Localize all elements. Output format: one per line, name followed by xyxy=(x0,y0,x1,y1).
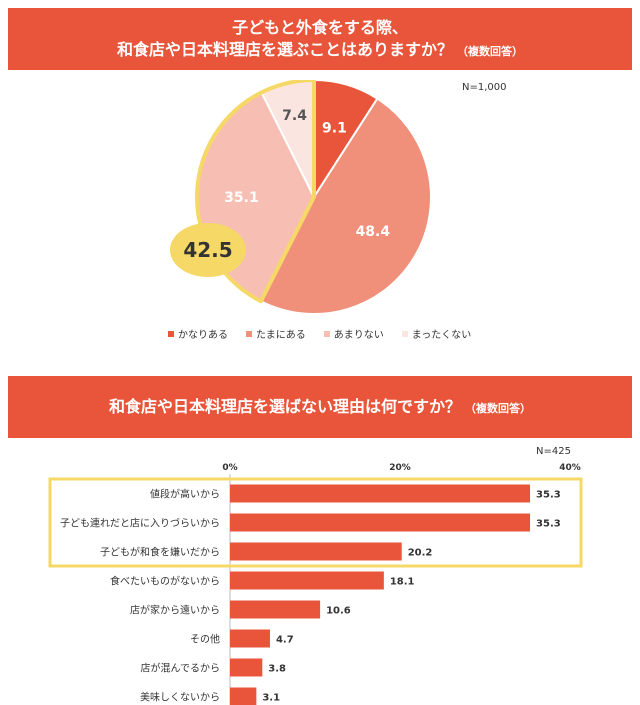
bar-n-label: N=425 xyxy=(536,446,571,457)
pie-title-note: （複数回答） xyxy=(457,45,523,58)
legend-swatch xyxy=(246,330,252,337)
pie-title-line2: 和食店や日本料理店を選ぶことはありますか？ xyxy=(116,40,453,59)
bar-chart: 0% 20% 40% 値段が高いから 35.3 子ども連れだと店に入りづらいから 35.3 子… xyxy=(48,463,583,705)
pie-legend: かなりある たまにある あまりない まったくない xyxy=(168,326,471,341)
bar-category-label: 食べたいものがないから xyxy=(110,575,220,588)
bar-highlight-box xyxy=(48,477,583,568)
legend-label: まったくない xyxy=(411,330,472,341)
pie-title-banner: 子どもと外食をする際、 和食店や日本料理店を選ぶことはありますか？ （複数回答） xyxy=(8,8,632,70)
bar-category-label: 子ども連れだと店に入りづらいから xyxy=(60,517,220,530)
bar-title-banner: 和食店や日本料理店を選ばない理由は何ですか？ （複数回答） xyxy=(8,376,632,438)
bar-title-note: （複数回答） xyxy=(465,402,531,415)
bar xyxy=(230,513,531,532)
bar-title: 和食店や日本料理店を選ばない理由は何ですか？ xyxy=(108,397,461,416)
legend-item: あまりない xyxy=(323,326,384,341)
pie-value-label: 35.1 xyxy=(224,190,259,206)
bar xyxy=(230,571,384,590)
pie-value-label: 7.4 xyxy=(282,108,307,124)
legend-swatch xyxy=(168,330,174,337)
bar-category-label: 店が混んでるから xyxy=(141,662,221,675)
pie-title-line1: 子どもと外食をする際、 xyxy=(232,18,408,37)
bar-value-label: 4.7 xyxy=(276,635,294,646)
legend-swatch xyxy=(401,330,408,337)
bar-value-label: 3.8 xyxy=(268,664,286,675)
x-tick-label: 20% xyxy=(389,463,411,473)
pie-value-label: 9.1 xyxy=(322,120,347,136)
pie-highlight-outline xyxy=(195,80,316,304)
highlight-bubble xyxy=(170,223,246,277)
bar xyxy=(230,542,402,561)
bar xyxy=(230,600,321,619)
legend-swatch xyxy=(323,330,330,337)
bar-category-label: その他 xyxy=(190,633,220,646)
bar-category-label: 値段が高いから xyxy=(150,488,220,501)
bar xyxy=(230,484,531,503)
x-tick-label: 40% xyxy=(559,463,581,473)
bar xyxy=(230,629,270,648)
highlight-bubble-value: 42.5 xyxy=(183,238,232,262)
legend-item: たまにある xyxy=(246,326,306,341)
bar xyxy=(230,687,257,705)
bar-value-label: 10.6 xyxy=(326,606,351,617)
bar-category-label: 店が家から遠いから xyxy=(130,604,220,617)
legend-item: まったくない xyxy=(401,326,472,341)
bar xyxy=(230,658,263,677)
bar-value-label: 35.3 xyxy=(536,490,561,501)
x-tick-label: 0% xyxy=(222,463,237,473)
bar-category-label: 子どもが和食を嫌いだから xyxy=(100,546,220,559)
legend-label: かなりある xyxy=(178,330,228,341)
legend-item: かなりある xyxy=(168,326,228,341)
bar-category-label: 美味しくないから xyxy=(140,691,220,704)
pie-n-label: N=1,000 xyxy=(462,82,507,93)
legend-label: たまにある xyxy=(256,330,306,341)
bar-value-label: 3.1 xyxy=(262,693,280,704)
pie-chart: 9.1 48.4 35.1 7.4 42.5 xyxy=(170,80,432,315)
pie-value-label: 48.4 xyxy=(356,224,391,240)
legend-label: あまりない xyxy=(333,330,384,341)
pie-slice-2 xyxy=(259,97,432,315)
bar-value-label: 20.2 xyxy=(408,548,433,559)
bar-value-label: 18.1 xyxy=(390,577,415,588)
bar-value-label: 35.3 xyxy=(536,519,561,530)
